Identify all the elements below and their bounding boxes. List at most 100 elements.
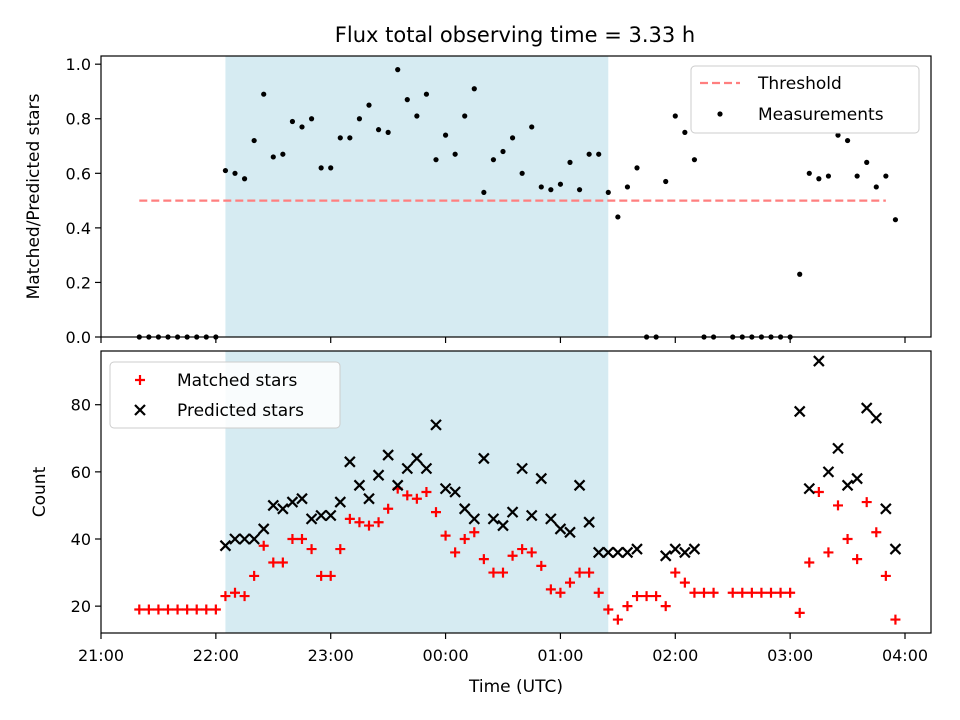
measurement-point xyxy=(337,135,343,141)
x-tick-label: 22:00 xyxy=(193,646,239,665)
matched-point xyxy=(555,587,566,598)
measurement-point xyxy=(452,151,458,157)
x-axis-label: Time (UTC) xyxy=(468,677,563,697)
matched-point xyxy=(794,607,805,618)
matched-point xyxy=(603,604,614,615)
matched-point xyxy=(871,527,882,538)
predicted-point xyxy=(506,506,519,518)
measurement-point xyxy=(864,159,870,165)
predicted-point xyxy=(315,509,327,522)
measurement-point xyxy=(806,170,812,176)
predicted-point xyxy=(257,523,270,535)
measurement-point xyxy=(576,187,583,193)
predicted-point xyxy=(430,419,442,431)
measurement-point xyxy=(605,189,611,196)
measurement-point xyxy=(289,118,296,125)
measurement-point xyxy=(318,165,324,171)
matched-point xyxy=(354,517,365,528)
predicted-point xyxy=(889,543,902,555)
matched-point xyxy=(249,570,260,581)
legend-predicted-label: Predicted stars xyxy=(177,401,304,421)
y-axis-label: Count xyxy=(30,466,50,517)
legend-measurements-swatch xyxy=(717,111,723,117)
matched-point xyxy=(297,534,307,544)
predicted-point xyxy=(478,452,490,465)
matched-point xyxy=(727,587,738,598)
measurement-point xyxy=(328,165,334,171)
matched-point xyxy=(421,487,432,497)
predicted-point xyxy=(832,442,844,455)
measurement-point xyxy=(299,124,305,130)
legend-box xyxy=(690,65,920,134)
matched-point xyxy=(306,544,317,555)
predicted-point xyxy=(525,509,538,522)
predicted-point xyxy=(468,513,481,525)
measurement-point xyxy=(682,129,688,135)
y-tick-label: 80 xyxy=(71,396,91,415)
matched-point xyxy=(287,534,298,544)
matched-point xyxy=(201,604,212,615)
predicted-point xyxy=(324,509,337,522)
measurement-point xyxy=(873,184,879,190)
measurement-point xyxy=(280,151,286,157)
matched-point xyxy=(679,577,690,588)
predicted-point xyxy=(841,479,854,492)
measurement-point xyxy=(663,178,669,185)
count-panel: 20 40 60 80 21:00 22:00 23:00 00:00 01:00 02:00 03… xyxy=(30,350,932,697)
matched-point xyxy=(708,587,719,598)
predicted-point xyxy=(631,543,643,555)
matched-point xyxy=(880,570,891,581)
x-tick-label: 04:00 xyxy=(882,646,928,665)
matched-point xyxy=(383,503,394,514)
matched-point xyxy=(660,601,671,612)
matched-point xyxy=(411,493,422,504)
measurement-point xyxy=(825,173,832,179)
measurement-point xyxy=(471,86,477,92)
measurement-point xyxy=(375,127,382,133)
matched-point xyxy=(517,544,528,555)
measurement-point xyxy=(596,151,602,157)
matched-point xyxy=(526,547,537,558)
predicted-point xyxy=(860,402,873,414)
matched-point xyxy=(478,554,489,565)
x-tick-label: 02:00 xyxy=(652,646,698,665)
measurement-point xyxy=(442,132,449,138)
predicted-point xyxy=(573,479,586,492)
predicted-point xyxy=(334,496,347,508)
measurement-point xyxy=(557,181,564,187)
matched-point xyxy=(584,567,595,578)
predicted-point xyxy=(487,513,500,525)
matched-point xyxy=(316,570,327,581)
matched-point xyxy=(775,587,786,598)
matched-point xyxy=(861,497,872,508)
predicted-point xyxy=(564,526,576,539)
predicted-point xyxy=(286,496,299,508)
measurement-point xyxy=(691,157,698,163)
predicted-point xyxy=(411,452,423,465)
matched-point xyxy=(134,604,145,615)
measurement-point xyxy=(261,91,267,97)
matched-point xyxy=(545,584,556,595)
legend-matched-swatch xyxy=(135,375,145,385)
predicted-point xyxy=(669,543,682,555)
measurement-point xyxy=(624,184,631,190)
matched-point xyxy=(651,591,662,602)
matched-point xyxy=(852,554,863,565)
predicted-point xyxy=(813,355,825,367)
matched-point xyxy=(699,587,709,598)
measurement-point xyxy=(586,151,592,157)
measurement-point xyxy=(500,148,506,155)
measurement-point xyxy=(222,167,229,174)
matched-point xyxy=(813,487,824,497)
measurement-point xyxy=(481,189,487,196)
predicted-point xyxy=(229,533,241,545)
matched-point xyxy=(689,587,700,598)
measurement-point xyxy=(567,159,573,165)
predicted-point xyxy=(621,546,634,559)
predicted-point xyxy=(602,546,615,559)
matched-point xyxy=(498,567,508,578)
predicted-point xyxy=(363,492,375,505)
axes-frame xyxy=(100,350,932,634)
matched-point xyxy=(230,587,240,598)
matched-point xyxy=(220,591,231,602)
